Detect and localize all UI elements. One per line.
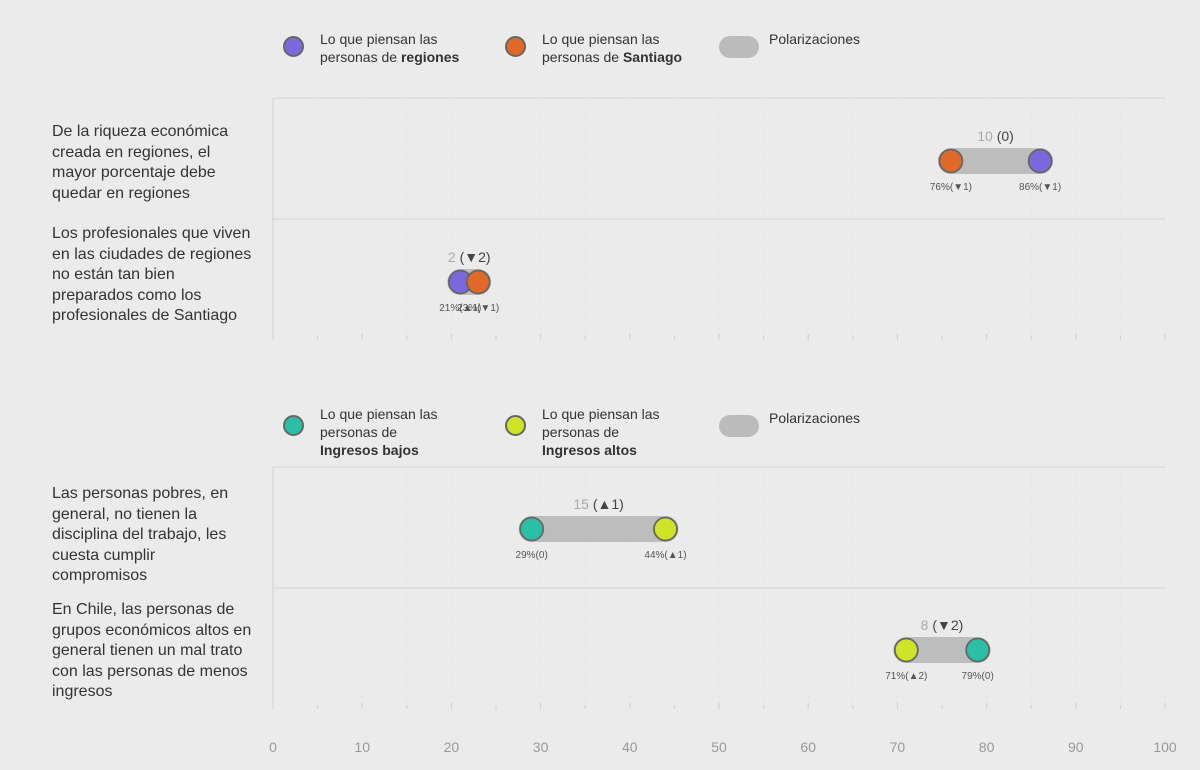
data-label: 71%(▲2) (885, 671, 927, 682)
polarization-bar (893, 637, 991, 663)
data-point-ingresos-bajos (965, 637, 991, 663)
data-label: 23%(▼1) (457, 303, 499, 314)
question-label: En Chile, las personas de grupos económi… (52, 601, 252, 700)
x-tick-label: 90 (1068, 739, 1084, 755)
polarization-label: 8 (▼2) (921, 617, 964, 633)
polarization-label: 15 (▲1) (573, 496, 623, 512)
polarization-label: 10 (0) (977, 128, 1014, 144)
data-point-regiones (1027, 148, 1053, 174)
x-tick-label: 0 (269, 739, 277, 755)
legend-item-polarizaciones-bottom: Polarizaciones (719, 410, 860, 437)
legend-label-santiago: Lo que piensan las personas de Santiago (542, 31, 683, 65)
polarization-bar (937, 148, 1054, 174)
question-label: De la riqueza económica creada en region… (52, 123, 229, 202)
x-tick-label: 100 (1153, 739, 1177, 755)
data-point-santiago (938, 148, 964, 174)
legend-label-ingresos-altos: Lo que piensan las personas de Ingresos … (542, 406, 660, 458)
x-tick-label: 10 (354, 739, 370, 755)
legend-swatch-ingresos-altos (505, 415, 526, 436)
data-point-santiago (465, 269, 491, 295)
data-label: 44%(▲1) (644, 550, 686, 561)
x-tick-label: 60 (800, 739, 816, 755)
data-label: 29%(0) (516, 550, 548, 561)
legend-item-polarizaciones-top: Polarizaciones (719, 31, 860, 58)
data-point-ingresos-altos (653, 516, 678, 542)
data-label: 86%(▼1) (1019, 182, 1061, 193)
data-label: 21%(▲1) (439, 303, 481, 314)
legend-label-polarizaciones: Polarizaciones (769, 31, 861, 47)
polarization-label: 2 (▼2) (448, 249, 491, 265)
data-point-ingresos-altos (893, 637, 919, 663)
question-label: Los profesionales que viven en las ciuda… (52, 225, 252, 324)
x-tick-label: 50 (711, 739, 727, 755)
data-point-ingresos-bajos (519, 516, 545, 542)
x-tick-label: 20 (444, 739, 460, 755)
x-tick-label: 80 (979, 739, 995, 755)
x-tick-label: 70 (890, 739, 906, 755)
legend-swatch-regiones (283, 36, 304, 57)
legend-swatch-polarizaciones (719, 36, 759, 58)
legend-swatch-santiago (505, 36, 526, 57)
data-label: 79%(0) (962, 671, 994, 682)
legend-label-polarizaciones: Polarizaciones (769, 410, 861, 426)
data-label: 76%(▼1) (930, 182, 972, 193)
polarization-bar (518, 516, 679, 542)
legend-label-ingresos-bajos: Lo que piensan las personas de Ingresos … (320, 406, 438, 458)
legend-swatch-polarizaciones (719, 415, 759, 437)
legend-item-ingresos-altos: Lo que piensan las personas de Ingresos … (505, 406, 660, 459)
x-tick-label: 30 (533, 739, 549, 755)
legend-swatch-ingresos-bajos (283, 415, 304, 436)
legend-item-santiago: Lo que piensan las personas de Santiago (505, 31, 682, 66)
legend-label-regiones: Lo que piensan las personas de regiones (320, 31, 460, 65)
legend-item-regiones: Lo que piensan las personas de regiones (283, 31, 459, 66)
x-tick-label: 40 (622, 739, 638, 755)
question-label: Las personas pobres, en general, no tien… (52, 485, 229, 584)
legend-item-ingresos-bajos: Lo que piensan las personas de Ingresos … (283, 406, 438, 459)
